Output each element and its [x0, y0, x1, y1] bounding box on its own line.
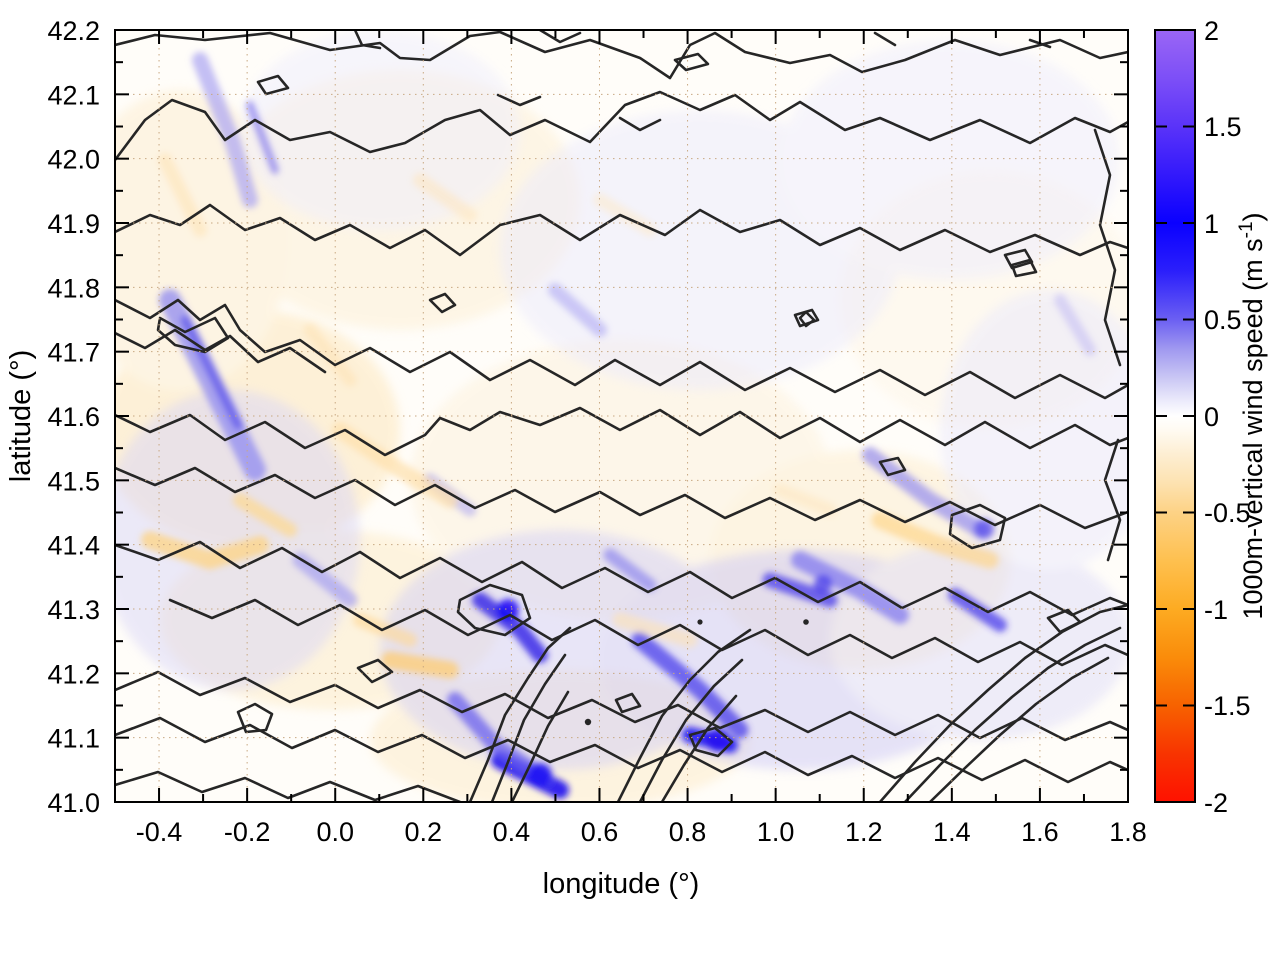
x-tick-label: -0.4: [136, 817, 183, 847]
downdraft-streaks: [141, 153, 999, 679]
y-tick-label: 41.5: [47, 466, 100, 496]
y-tick-label: 41.6: [47, 402, 100, 432]
colorbar-tick-label: 1.5: [1204, 112, 1242, 142]
colorbar-title: 1000m-vertical wind speed (m s-1): [1236, 212, 1268, 619]
y-tick-label: 41.7: [47, 338, 100, 368]
colorbar-title-tail: ): [1238, 212, 1268, 221]
y-tick-label: 41.4: [47, 531, 100, 561]
colorbar-tick-labels: 2 1.5 1 0.5 0 -0.5 -1 -1.5 -2: [1204, 16, 1251, 818]
x-tick-label: 0.4: [493, 817, 531, 847]
y-tick-label: 41.9: [47, 209, 100, 239]
y-tick-label: 41.8: [47, 273, 100, 303]
wind-speed-field: [115, 30, 1128, 802]
y-tick-label: 42.2: [47, 16, 100, 46]
y-tick-label: 42.0: [47, 145, 100, 175]
colorbar-title-main: 1000m-vertical wind speed (m s: [1238, 238, 1268, 619]
colorbar-tick-label: -1: [1204, 595, 1228, 625]
y-axis-tick-labels: 41.0 41.1 41.2 41.3 41.4 41.5 41.6 41.7 …: [47, 16, 100, 818]
colorbar-tick-label: 0: [1204, 402, 1219, 432]
y-tick-label: 41.1: [47, 724, 100, 754]
colorbar-tick-label: -1.5: [1204, 691, 1251, 721]
x-axis-ticks: [114, 30, 1085, 802]
colorbar-ticks: [1155, 29, 1195, 803]
colorbar-tick-label: 1: [1204, 209, 1219, 239]
x-tick-label: 1.4: [933, 817, 971, 847]
y-tick-label: 42.1: [47, 80, 100, 110]
x-axis-tick-labels: -0.4 -0.2 0.0 0.2 0.4 0.6 0.8 1.0 1.2 1.…: [136, 817, 1147, 847]
x-tick-label: 1.2: [845, 817, 883, 847]
y-axis-title: latitude (°): [5, 350, 37, 482]
colorbar-tick-label: -0.5: [1204, 498, 1251, 528]
x-tick-label: 0.0: [316, 817, 354, 847]
colorbar-title-superscript: -1: [1236, 221, 1257, 238]
x-tick-label: 1.0: [757, 817, 795, 847]
x-axis-title: longitude (°): [543, 868, 700, 900]
y-axis-ticks: [115, 61, 1128, 803]
x-tick-label: -0.2: [224, 817, 271, 847]
colorbar-tick-label: 0.5: [1204, 305, 1242, 335]
y-tick-label: 41.3: [47, 595, 100, 625]
colorbar: 2 1.5 1 0.5 0 -0.5 -1 -1.5 -2 1000m-vert…: [1154, 16, 1268, 818]
y-tick-label: 41.0: [47, 788, 100, 818]
y-tick-label: 41.2: [47, 659, 100, 689]
x-tick-label: 0.8: [669, 817, 707, 847]
colorbar-tick-label: -2: [1204, 788, 1228, 818]
colorbar-tick-label: 2: [1204, 16, 1219, 46]
x-tick-label: 1.6: [1021, 817, 1059, 847]
x-tick-label: 1.8: [1109, 817, 1147, 847]
x-tick-label: 0.2: [405, 817, 443, 847]
x-tick-label: 0.6: [581, 817, 619, 847]
